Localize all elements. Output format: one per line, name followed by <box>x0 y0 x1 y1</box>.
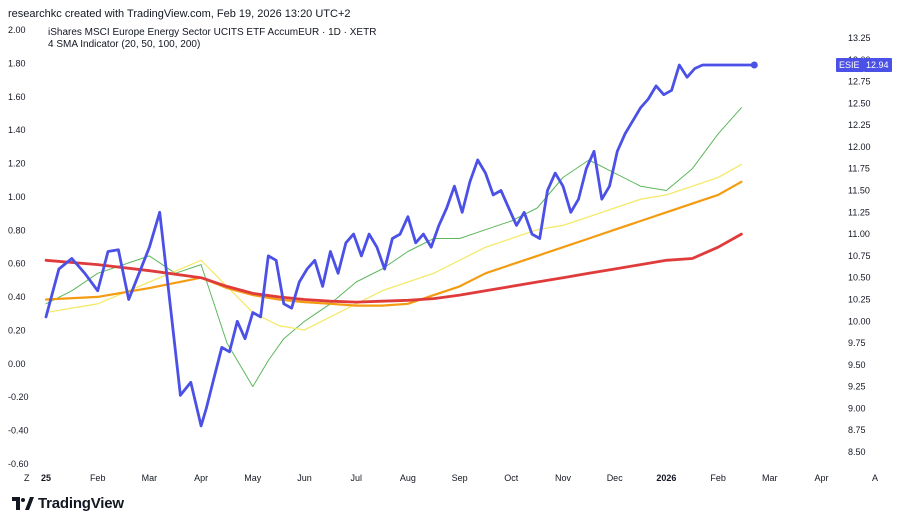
time-axis-corner-left: Z <box>24 473 30 483</box>
time-axis-tick-label: 2026 <box>656 473 676 483</box>
left-axis-tick-label: 1.80 <box>8 58 26 68</box>
left-axis-tick-label: 1.40 <box>8 125 26 135</box>
left-axis-tick-label: 1.60 <box>8 92 26 102</box>
left-axis-tick-label: -0.40 <box>8 426 29 436</box>
sma100-series-line <box>44 180 743 307</box>
left-axis-tick-label: 0.60 <box>8 259 26 269</box>
series-layer <box>44 61 758 428</box>
left-axis-tick-label: 1.20 <box>8 159 26 169</box>
right-axis-tick-label: 13.25 <box>848 33 871 43</box>
chart-caption: researchkc created with TradingView.com,… <box>8 8 351 20</box>
indicator-legend[interactable]: 4 SMA Indicator (20, 50, 100, 200) <box>48 39 201 50</box>
left-axis-tick-label: 0.40 <box>8 292 26 302</box>
right-axis-tick-label: 10.00 <box>848 316 871 326</box>
tradingview-logo-text: TradingView <box>38 495 124 512</box>
right-axis-tick-label: 11.50 <box>848 186 870 196</box>
time-axis-tick-label: Jul <box>350 473 362 483</box>
left-axis-tick-label: 2.00 <box>8 25 26 35</box>
right-axis-tick-label: 8.50 <box>848 447 866 457</box>
right-axis-tick-label: 9.75 <box>848 338 866 348</box>
tradingview-logo-icon <box>12 497 34 510</box>
time-axis-tick-label: Oct <box>504 473 519 483</box>
time-axis-tick-label: Jun <box>297 473 312 483</box>
right-axis-tick-label: 9.50 <box>848 360 866 370</box>
time-axis-tick-label: Sep <box>452 473 468 483</box>
left-axis-tick-label: 0.20 <box>8 325 26 335</box>
right-axis-tick-label: 12.75 <box>848 77 871 87</box>
right-axis-tick-label: 9.00 <box>848 403 866 413</box>
price-badge-symbol-box <box>836 58 864 73</box>
right-axis-tick-label: 12.25 <box>848 120 871 130</box>
time-axis-tick-label: Nov <box>555 473 572 483</box>
left-axis: 2.00 1.80 1.60 1.40 1.20 1.00 0.80 0.60 0.40 0.20… <box>8 25 29 469</box>
time-axis-tick-label: Apr <box>814 473 828 483</box>
time-axis-tick-label: Feb <box>710 473 726 483</box>
price-badge-value-box <box>864 58 892 73</box>
symbol-title: iShares MSCI Europe Energy Sector UCITS … <box>48 27 377 38</box>
right-axis-tick-label: 10.25 <box>848 294 871 304</box>
right-axis-tick-label: 8.75 <box>848 425 866 435</box>
left-axis-tick-label: 1.00 <box>8 192 26 202</box>
right-axis-tick-label: 9.25 <box>848 382 866 392</box>
time-axis-tick-label: Apr <box>194 473 208 483</box>
time-axis-corner-right[interactable]: A <box>872 473 878 483</box>
right-axis-tick-label: 12.50 <box>848 98 871 108</box>
sma200-series-line <box>44 232 743 304</box>
time-axis-tick-label: May <box>244 473 262 483</box>
right-axis-tick-label: 11.75 <box>848 164 870 174</box>
price-badge-symbol: ESIE <box>839 60 860 70</box>
last-price-dot <box>750 61 758 69</box>
right-axis-tick-label: 10.50 <box>848 273 871 283</box>
right-axis-tick-label: 11.25 <box>848 207 870 217</box>
price-badge-value: 12.94 <box>866 60 889 70</box>
time-axis-tick-label: Dec <box>607 473 624 483</box>
left-axis-tick-label: 0.80 <box>8 225 26 235</box>
right-axis-tick-label: 12.00 <box>848 142 871 152</box>
left-axis-tick-label: 0.00 <box>8 359 26 369</box>
price-badge: ESIE 12.94 <box>836 58 892 73</box>
left-axis-tick-label: -0.20 <box>8 392 29 402</box>
tradingview-logo[interactable]: TradingView <box>12 495 124 512</box>
time-axis-tick-label: Mar <box>142 473 158 483</box>
time-axis: Z 25 Feb Mar Apr May Jun Jul Aug Sep Oct Nov Dec 2026… <box>24 473 878 483</box>
time-axis-tick-label: Feb <box>90 473 106 483</box>
left-axis-tick-label: -0.60 <box>8 459 29 469</box>
time-axis-tick-label: Aug <box>400 473 416 483</box>
price-series-line <box>44 63 756 428</box>
time-axis-tick-label: Mar <box>762 473 778 483</box>
right-axis-tick-label: 10.75 <box>848 251 871 261</box>
time-axis-tick-label: 25 <box>41 473 51 483</box>
right-axis: 13.2513.0012.7512.5012.2512.0011.7511.50… <box>848 33 871 457</box>
right-axis-tick-label: 11.00 <box>848 229 870 239</box>
